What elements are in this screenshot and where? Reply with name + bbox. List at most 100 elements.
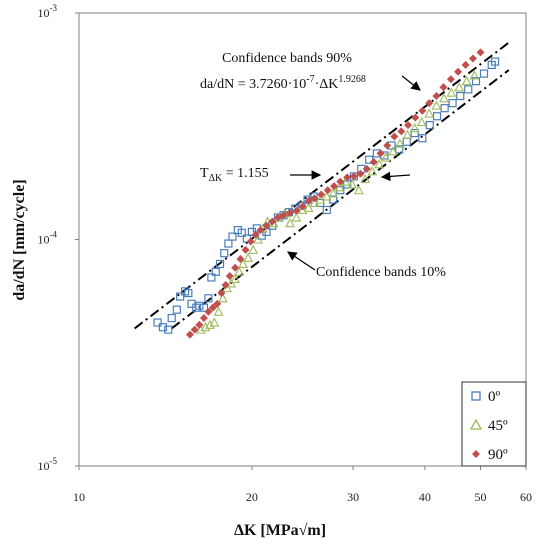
data-point-diamond xyxy=(349,172,358,181)
confidence-band-line xyxy=(171,69,510,330)
y-tick-label: 10-5 xyxy=(38,456,58,473)
y-tick-label: 10-3 xyxy=(38,3,58,20)
data-point-triangle xyxy=(285,218,295,228)
data-point-triangle xyxy=(234,266,245,276)
data-point-diamond xyxy=(317,190,326,199)
x-tick-label: 60 xyxy=(520,490,532,504)
data-point-diamond xyxy=(343,173,352,182)
data-point-triangle xyxy=(200,322,211,332)
arrow-to-lower-band xyxy=(287,251,316,271)
data-point-triangle xyxy=(446,87,457,97)
data-point-diamond xyxy=(439,83,448,92)
data-point-square xyxy=(402,137,411,146)
data-point-diamond xyxy=(268,217,277,226)
data-point-square xyxy=(336,186,345,195)
data-point-triangle xyxy=(209,317,220,327)
data-point-square xyxy=(395,145,404,154)
data-point-diamond xyxy=(213,299,222,308)
data-point-square xyxy=(224,239,233,248)
legend-marker-triangle xyxy=(469,418,483,430)
data-point-triangle xyxy=(374,159,385,169)
data-point-square xyxy=(164,325,173,334)
data-point-diamond xyxy=(279,211,288,220)
data-point-triangle xyxy=(238,258,248,268)
data-point-square xyxy=(425,120,434,130)
data-point-diamond xyxy=(199,314,208,323)
data-point-triangle xyxy=(328,188,339,198)
data-point-diamond xyxy=(369,157,378,166)
data-point-square xyxy=(207,273,216,282)
data-point-triangle xyxy=(469,70,480,80)
data-point-diamond xyxy=(195,320,204,329)
data-point-triangle xyxy=(388,146,398,156)
x-tick-label: 10 xyxy=(73,490,85,504)
x-tick-label: 40 xyxy=(419,490,431,504)
data-point-diamond xyxy=(461,60,470,69)
data-point-square xyxy=(490,57,500,66)
annotation-t-delta-k: TΔK = 1.155 xyxy=(200,166,269,184)
x-tick-label: 20 xyxy=(246,490,258,504)
data-point-diamond xyxy=(411,113,420,122)
data-point-triangle xyxy=(321,191,332,201)
legend-marker-square xyxy=(471,391,481,401)
data-point-diamond xyxy=(446,75,455,84)
data-point-triangle xyxy=(431,100,442,110)
data-point-diamond xyxy=(390,132,399,141)
series-diamond xyxy=(185,48,485,339)
data-point-triangle xyxy=(213,306,224,316)
equation-exponent-2: 1.9268 xyxy=(338,74,366,85)
data-point-triangle xyxy=(195,324,206,334)
legend-label-90: 90º xyxy=(488,447,508,463)
data-point-square xyxy=(167,313,176,323)
data-point-diamond xyxy=(190,325,199,334)
data-point-square xyxy=(448,99,457,108)
data-point-triangle xyxy=(204,319,215,329)
data-point-diamond xyxy=(236,255,245,264)
data-point-diamond xyxy=(256,226,265,235)
data-point-triangle xyxy=(360,173,371,184)
arrow-t-to-lower-band xyxy=(380,171,411,182)
data-point-diamond xyxy=(208,303,217,312)
data-point-diamond xyxy=(476,48,485,57)
data-point-square xyxy=(410,128,419,138)
data-point-square xyxy=(228,232,237,241)
data-point-square xyxy=(479,69,489,78)
confidence-lines xyxy=(134,41,510,330)
data-point-triangle xyxy=(409,123,420,133)
legend-item-0: 0º xyxy=(471,389,501,405)
data-point-diamond xyxy=(221,280,230,289)
data-point-diamond xyxy=(356,169,365,178)
data-point-diamond xyxy=(418,106,427,115)
legend-label-0: 0º xyxy=(488,389,501,405)
arrow-to-upper-band xyxy=(401,75,421,91)
confidence-band-line xyxy=(134,41,510,330)
data-point-triangle xyxy=(291,212,302,222)
data-point-triangle xyxy=(395,138,405,148)
data-points xyxy=(153,48,500,339)
data-point-diamond xyxy=(330,182,339,191)
data-point-triangle xyxy=(424,108,435,118)
data-point-triangle xyxy=(461,76,472,86)
data-point-square xyxy=(432,112,442,121)
data-point-diamond xyxy=(292,206,301,215)
series-square xyxy=(153,57,500,334)
x-tick-label: 30 xyxy=(347,490,359,504)
legend-label-45: 45º xyxy=(488,418,508,434)
data-point-square xyxy=(195,301,204,310)
data-point-triangle xyxy=(253,234,263,244)
data-point-diamond xyxy=(262,221,271,230)
data-point-square xyxy=(464,85,473,94)
data-point-triangle xyxy=(315,194,326,204)
x-tick-label: 50 xyxy=(475,490,487,504)
data-point-diamond xyxy=(246,237,255,246)
data-point-triangle xyxy=(297,204,308,215)
data-point-diamond xyxy=(298,202,307,211)
legend-box xyxy=(461,381,527,467)
data-point-diamond xyxy=(286,208,295,217)
data-point-square xyxy=(237,228,246,237)
data-point-square xyxy=(418,134,427,143)
data-point-diamond xyxy=(468,54,477,63)
equation-exponent-1: -7 xyxy=(306,74,314,85)
data-point-square xyxy=(440,104,449,113)
